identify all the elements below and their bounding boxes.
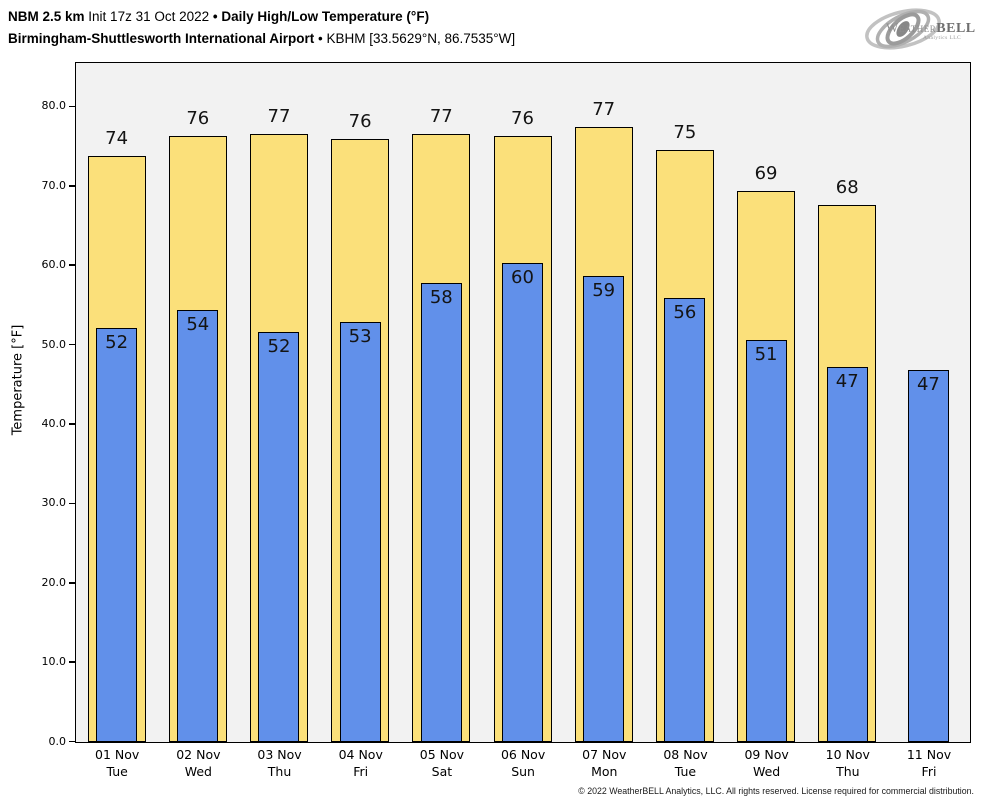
x-tick-label: 07 Nov Mon — [582, 747, 627, 779]
logo-text: WeatherBELL — [886, 19, 976, 37]
station-id: KBHM [33.5629°N, 86.7535°W] — [326, 31, 516, 46]
init-time: Init 17z 31 Oct 2022 — [88, 9, 210, 24]
plot-area: 74 52 76 54 77 52 76 53 77 58 76 60 77 59 75 56 69 51 68 47… — [75, 62, 971, 743]
low-value-label: 54 — [186, 314, 210, 336]
y-tick-label: 50.0 — [41, 337, 67, 351]
model-name: NBM 2.5 km — [8, 9, 85, 24]
high-value-label: 76 — [348, 111, 372, 133]
low-bar — [502, 263, 543, 742]
x-tick-label: 04 Nov Fri — [338, 747, 383, 779]
low-bar — [258, 331, 300, 742]
high-value-label: 76 — [511, 108, 534, 130]
x-tick-label: 06 Nov Sun — [500, 747, 546, 779]
low-value-label: 56 — [673, 302, 697, 324]
low-bar — [339, 322, 381, 742]
y-tick-mark — [69, 661, 75, 663]
high-value-label: 69 — [754, 163, 778, 185]
y-tick-mark — [69, 740, 75, 743]
high-value-label: 74 — [105, 128, 129, 150]
y-tick-mark — [69, 502, 75, 505]
high-value-label: 77 — [267, 105, 291, 127]
x-tick-label: 02 Nov Wed — [176, 747, 221, 779]
high-value-label: 76 — [186, 108, 210, 130]
logo-subtext: Analytics LLC — [923, 35, 962, 41]
y-tick-mark — [69, 343, 75, 346]
x-tick-label: 08 Nov Tue — [663, 747, 708, 779]
header: NBM 2.5 km Init 17z 31 Oct 2022 • Daily … — [8, 6, 515, 50]
x-tick-label: 01 Nov Tue — [95, 747, 140, 779]
y-tick-label: 40.0 — [41, 417, 67, 431]
low-bar — [826, 367, 868, 742]
logo-weather-text: Weather — [886, 20, 937, 35]
y-axis: 0.0 10.0 20.0 30.0 40.0 50.0 60.0 70.0 80.0 — [0, 62, 75, 748]
low-bar — [420, 283, 462, 742]
low-value-label: 59 — [592, 279, 616, 301]
title-line-2: Birmingham-Shuttlesworth International A… — [8, 28, 515, 50]
high-value-label: 68 — [835, 176, 859, 198]
high-value-label: 75 — [673, 121, 697, 143]
low-value-label: 47 — [916, 374, 940, 396]
low-value-label: 47 — [835, 371, 859, 393]
y-tick-mark — [69, 582, 75, 584]
separator-bullet: • — [212, 9, 218, 24]
y-tick-label: 0.0 — [48, 734, 67, 748]
x-tick-label: 11 Nov Fri — [906, 747, 952, 779]
copyright-text: © 2022 WeatherBELL Analytics, LLC. All r… — [578, 786, 974, 796]
low-bar — [664, 298, 706, 742]
y-tick-label: 30.0 — [41, 496, 67, 510]
y-tick-mark — [69, 423, 75, 425]
low-bar — [177, 310, 219, 742]
y-tick-label: 10.0 — [41, 655, 67, 669]
low-bar — [96, 327, 138, 742]
footer: © 2022 WeatherBELL Analytics, LLC. All r… — [578, 786, 974, 796]
x-tick-label: 05 Nov Sat — [419, 747, 465, 779]
low-value-label: 58 — [429, 287, 453, 309]
low-bar — [907, 370, 949, 742]
x-tick-label: 09 Nov Wed — [744, 747, 789, 779]
low-value-label: 52 — [105, 331, 129, 353]
y-tick-label: 60.0 — [41, 258, 67, 272]
high-value-label: 77 — [429, 105, 453, 127]
low-bar — [583, 275, 625, 742]
low-bar — [745, 340, 787, 742]
separator-bullet: • — [318, 31, 323, 46]
y-tick-mark — [69, 264, 75, 267]
weatherbell-logo: WeatherBELL Analytics LLC — [861, 2, 976, 58]
x-tick-label: 03 Nov Thu — [257, 747, 302, 779]
y-tick-mark — [69, 105, 75, 108]
x-tick-label: 10 Nov Thu — [825, 747, 870, 779]
low-value-label: 51 — [754, 344, 778, 366]
high-value-label: 77 — [592, 98, 616, 120]
low-value-label: 53 — [348, 326, 372, 348]
title-line-1: NBM 2.5 km Init 17z 31 Oct 2022 • Daily … — [8, 6, 515, 28]
y-tick-mark — [69, 185, 75, 187]
y-tick-label: 80.0 — [41, 99, 67, 113]
logo-bell-text: BELL — [936, 21, 976, 36]
low-value-label: 52 — [267, 335, 291, 357]
y-tick-label: 20.0 — [41, 575, 67, 589]
chart-title: Daily High/Low Temperature (°F) — [221, 9, 430, 24]
low-value-label: 60 — [511, 267, 534, 289]
hurricane-swirl-icon — [865, 8, 941, 50]
y-tick-label: 70.0 — [41, 178, 67, 192]
station-name: Birmingham-Shuttlesworth International A… — [8, 31, 315, 46]
x-axis: 01 Nov Tue 02 Nov Wed 03 Nov Thu 04 Nov Fri 05 N… — [77, 747, 970, 787]
